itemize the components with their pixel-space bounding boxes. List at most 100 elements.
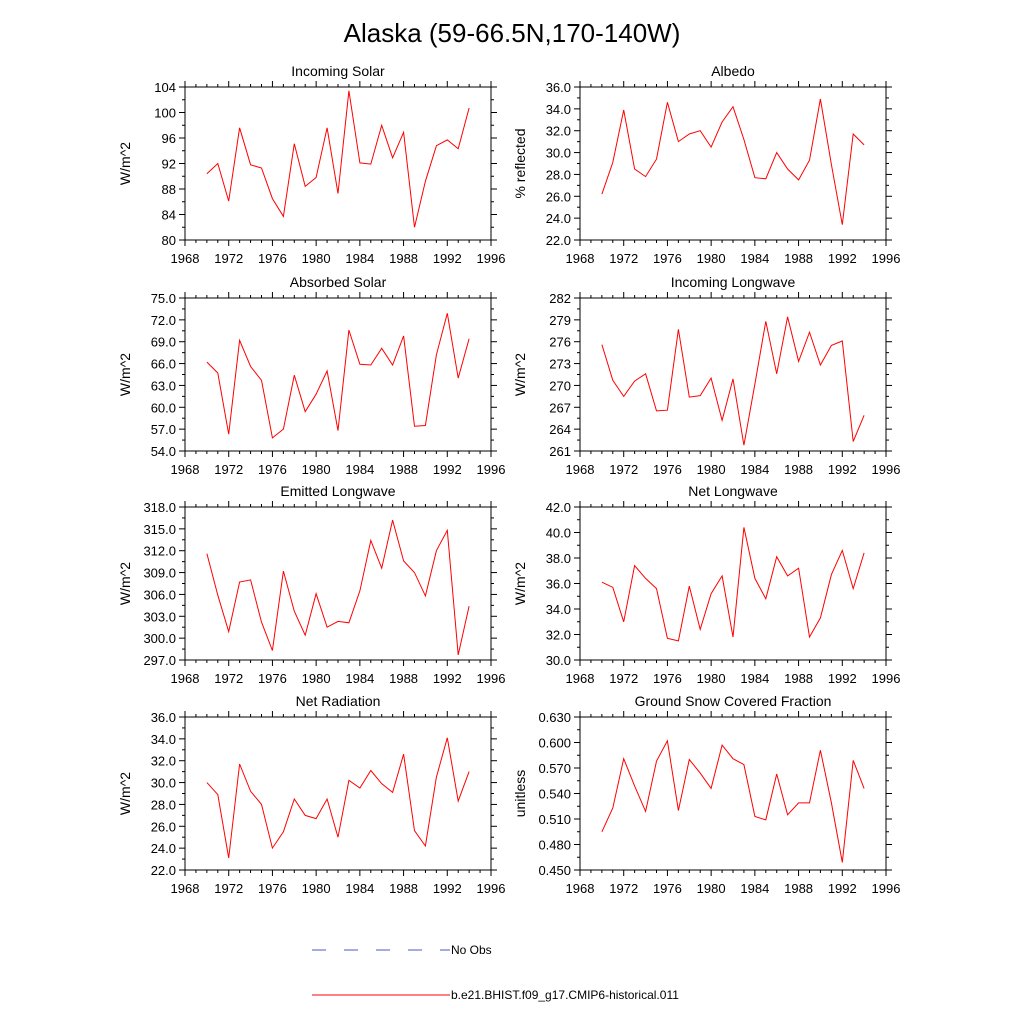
y-tick-label: 267 [549,400,571,415]
y-tick-label: 309.0 [143,566,176,581]
y-tick-label: 24.0 [151,841,176,856]
x-tick-label: 1976 [653,462,682,477]
series-line [206,313,470,439]
x-tick-label: 1992 [433,462,462,477]
y-tick-label: 0.570 [538,761,571,776]
y-tick-label: 32.0 [151,754,176,769]
x-tick-label: 1968 [171,462,200,477]
y-tick-label: 104 [154,80,176,95]
y-tick-label: 297.0 [143,653,176,668]
y-tick-label: 318.0 [143,500,176,515]
y-tick-label: 38.0 [546,551,571,566]
y-tick-label: 84 [162,208,176,223]
x-tick-label: 1988 [389,462,418,477]
y-tick-label: 300.0 [143,631,176,646]
y-tick-label: 42.0 [546,500,571,515]
chart-panel: Net Longwave W/m^2 1968 1972 1976 1980 1984 198… [512,483,900,686]
y-axis-label: W/m^2 [117,142,133,185]
y-tick-label: 276 [549,335,571,350]
y-tick-label: 72.0 [151,313,176,328]
x-tick-label: 1972 [214,462,243,477]
x-tick-label: 1976 [258,671,287,686]
series-line [601,316,865,446]
y-tick-label: 261 [549,444,571,459]
panels: Incoming Solar W/m^2 1968 1972 1976 1980 1984 1… [117,63,900,896]
page-title: Alaska (59-66.5N,170-140W) [344,18,681,48]
x-tick-label: 1972 [214,671,243,686]
y-tick-label: 26.0 [151,819,176,834]
series-line [206,737,470,859]
y-tick-label: 63.0 [151,378,176,393]
x-tick-label: 1972 [609,881,638,896]
x-tick-label: 1996 [872,462,901,477]
x-tick-label: 1988 [389,671,418,686]
y-axis-label: W/m^2 [117,772,133,815]
x-tick-label: 1996 [872,251,901,266]
chart-panel: Albedo % reflected 1968 1972 1976 1980 1984 198… [512,63,900,266]
y-tick-label: 0.600 [538,736,571,751]
y-tick-label: 92 [162,157,176,172]
series-line [206,519,470,656]
y-tick-label: 66.0 [151,357,176,372]
x-tick-label: 1988 [784,881,813,896]
y-tick-label: 34.0 [546,602,571,617]
plot-frame [579,86,887,241]
x-tick-label: 1984 [740,671,769,686]
plot-frame [184,716,492,871]
x-tick-label: 1976 [653,251,682,266]
x-tick-label: 1976 [653,671,682,686]
y-tick-label: 88 [162,182,176,197]
x-tick-label: 1992 [828,671,857,686]
y-tick-label: 100 [154,106,176,121]
chart-title: Ground Snow Covered Fraction [635,693,832,709]
y-tick-label: 30.0 [546,146,571,161]
legend-label-no-obs: No Obs [451,943,492,957]
x-tick-label: 1984 [345,671,374,686]
y-tick-label: 303.0 [143,609,176,624]
x-tick-label: 1972 [609,251,638,266]
y-tick-label: 0.630 [538,710,571,725]
x-tick-label: 1984 [345,462,374,477]
y-tick-label: 54.0 [151,444,176,459]
x-tick-label: 1996 [477,881,506,896]
y-tick-label: 264 [549,422,571,437]
y-tick-label: 24.0 [546,211,571,226]
y-tick-label: 0.540 [538,787,571,802]
y-tick-label: 282 [549,291,571,306]
legend: No Obs b.e21.BHIST.f09_g17.CMIP6-histori… [312,943,679,1002]
x-tick-label: 1968 [566,671,595,686]
y-tick-label: 315.0 [143,522,176,537]
y-tick-label: 75.0 [151,291,176,306]
x-tick-label: 1980 [302,671,331,686]
x-tick-label: 1972 [214,881,243,896]
y-tick-label: 34.0 [546,102,571,117]
x-tick-label: 1996 [477,671,506,686]
x-tick-label: 1980 [697,462,726,477]
y-axis-label: W/m^2 [512,562,528,605]
y-tick-label: 32.0 [546,124,571,139]
x-tick-label: 1988 [389,881,418,896]
x-tick-label: 1996 [872,671,901,686]
y-tick-label: 60.0 [151,400,176,415]
x-tick-label: 1972 [609,462,638,477]
series-line [601,739,865,863]
chart-panel: Incoming Longwave W/m^2 1968 1972 1976 1980 19… [512,274,900,477]
x-tick-label: 1984 [740,881,769,896]
x-tick-label: 1984 [740,462,769,477]
x-tick-label: 1988 [784,462,813,477]
y-tick-label: 32.0 [546,628,571,643]
x-tick-label: 1968 [566,881,595,896]
y-tick-label: 0.510 [538,812,571,827]
y-tick-label: 26.0 [546,189,571,204]
x-tick-label: 1968 [171,881,200,896]
y-tick-label: 0.480 [538,838,571,853]
x-tick-label: 1984 [345,251,374,266]
y-axis-label: W/m^2 [117,562,133,605]
y-tick-label: 28.0 [546,167,571,182]
chart-title: Net Longwave [688,483,778,499]
y-tick-label: 80 [162,233,176,248]
y-tick-label: 57.0 [151,422,176,437]
chart-title: Incoming Longwave [671,274,796,290]
y-tick-label: 30.0 [151,776,176,791]
series-line [601,527,865,642]
